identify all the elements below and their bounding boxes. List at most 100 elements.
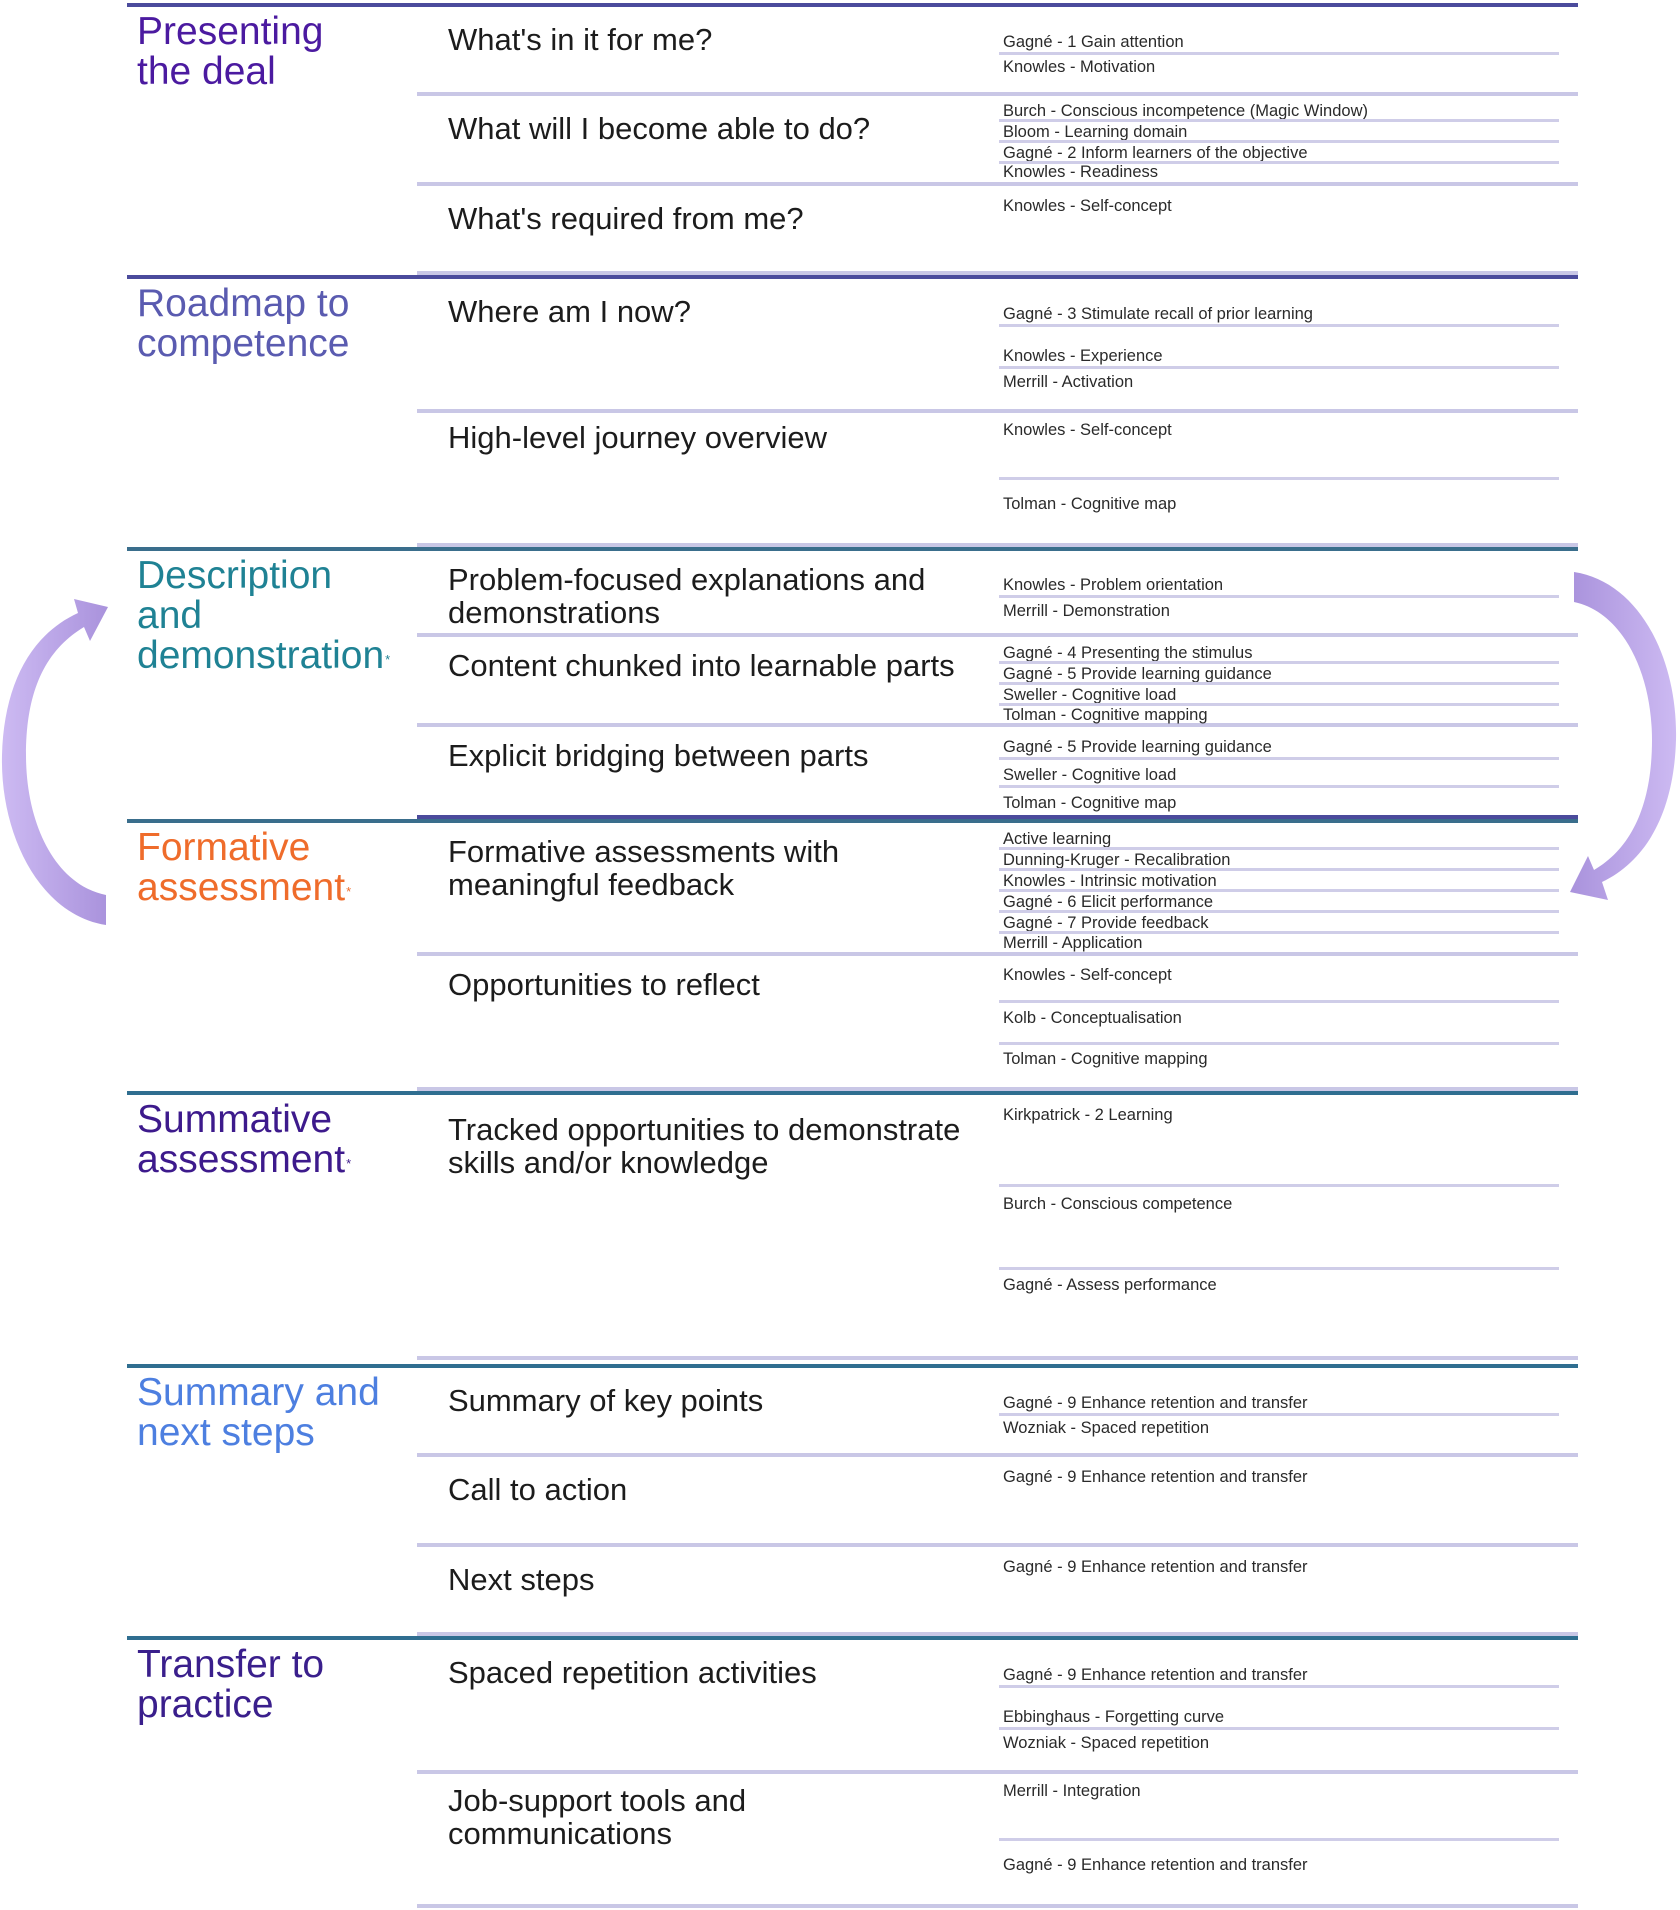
ref-row: Active learning bbox=[999, 825, 1559, 850]
ref-row: Tolman - Cognitive mapping bbox=[999, 706, 1559, 726]
ref-row: Gagné - 5 Provide learning guidance bbox=[999, 730, 1559, 760]
ref-row: Knowles - Self-concept bbox=[999, 189, 1559, 219]
ref-text: Dunning-Kruger - Recalibration bbox=[1003, 851, 1231, 869]
ref-row: Knowles - Intrinsic motivation bbox=[999, 871, 1559, 892]
item-divider bbox=[417, 1770, 1578, 1774]
item-label: Call to action bbox=[448, 1472, 628, 1507]
ref-row: Knowles - Motivation bbox=[999, 55, 1559, 93]
ref-divider bbox=[999, 1727, 1559, 1730]
ref-text: Merrill - Application bbox=[1003, 934, 1143, 952]
ref-text: Knowles - Readiness bbox=[1003, 163, 1158, 181]
ref-text: Burch - Conscious competence bbox=[1003, 1195, 1233, 1213]
ref-divider bbox=[999, 161, 1559, 164]
ref-text: Knowles - Intrinsic motivation bbox=[1003, 872, 1217, 890]
ref-row: Merrill - Integration bbox=[999, 1776, 1559, 1841]
ref-row: Merrill - Application bbox=[999, 934, 1559, 954]
ref-row: Tolman - Cognitive map bbox=[999, 480, 1559, 520]
ref-divider bbox=[999, 324, 1559, 327]
section-formative-assessment: Formative assessment* Formative assessme… bbox=[127, 819, 1578, 1091]
section-top-rule bbox=[127, 1091, 1578, 1095]
ref-divider bbox=[999, 595, 1559, 598]
item-opportunities-to-reflect: Opportunities to reflect bbox=[417, 956, 1578, 1091]
ref-row: Burch - Conscious competence bbox=[999, 1187, 1559, 1270]
ref-row: Wozniak - Spaced repetition bbox=[999, 1730, 1559, 1770]
ref-text: Knowles - Self-concept bbox=[1003, 197, 1172, 215]
ref-text: Kolb - Conceptualisation bbox=[1003, 1009, 1182, 1027]
ref-text: Wozniak - Spaced repetition bbox=[1003, 1419, 1210, 1437]
ref-row: Ebbinghaus - Forgetting curve bbox=[999, 1688, 1559, 1730]
item-formative-assessments-with-feedback: Formative assessments with meaningful fe… bbox=[417, 823, 1578, 956]
section-transfer-to-practice: Transfer to practice Spaced repetition a… bbox=[127, 1636, 1578, 1908]
ref-text: Gagné - Assess performance bbox=[1003, 1276, 1217, 1294]
item-divider bbox=[417, 543, 1578, 547]
item-divider bbox=[417, 409, 1578, 413]
ref-divider bbox=[999, 52, 1559, 55]
asterisk-marker: * bbox=[385, 652, 391, 667]
ref-text: Gagné - 5 Provide learning guidance bbox=[1003, 665, 1272, 683]
item-label: Spaced repetition activities bbox=[448, 1655, 817, 1690]
ref-row: Kirkpatrick - 2 Learning bbox=[999, 1095, 1559, 1187]
ref-row: Sweller - Cognitive load bbox=[999, 760, 1559, 788]
section-top-rule bbox=[127, 819, 1578, 823]
item-label: Where am I now? bbox=[448, 294, 691, 329]
section-top-rule bbox=[127, 3, 1578, 7]
ref-divider bbox=[999, 661, 1559, 664]
section-title: Summary and next steps bbox=[137, 1371, 380, 1454]
ref-row: Bloom - Learning domain bbox=[999, 122, 1559, 143]
ref-text: Knowles - Self-concept bbox=[1003, 966, 1172, 984]
item-label: What will I become able to do? bbox=[448, 111, 871, 146]
item-label: Formative assessments with meaningful fe… bbox=[448, 834, 840, 902]
ref-divider bbox=[999, 682, 1559, 685]
ref-row: Knowles - Self-concept bbox=[999, 959, 1559, 1003]
item-divider bbox=[417, 1632, 1578, 1636]
ref-row: Wozniak - Spaced repetition bbox=[999, 1416, 1559, 1454]
item-divider bbox=[417, 92, 1578, 96]
item-label: What's required from me? bbox=[448, 201, 804, 236]
item-label: What's in it for me? bbox=[448, 22, 713, 57]
section-title: Roadmap to competence bbox=[137, 282, 350, 365]
ref-text: Burch - Conscious incompetence (Magic Wi… bbox=[1003, 102, 1368, 120]
ref-text: Knowles - Self-concept bbox=[1003, 421, 1172, 439]
ref-divider bbox=[999, 889, 1559, 892]
item-what-will-i-become-able-to-do: What will I become able to do? bbox=[417, 96, 1578, 186]
section-presenting-the-deal: Presenting the deal What's in it for me?… bbox=[127, 3, 1578, 275]
ref-row: Gagné - 9 Enhance retention and transfer bbox=[999, 1550, 1559, 1580]
ref-text: Tolman - Cognitive mapping bbox=[1003, 706, 1208, 724]
ref-text: Gagné - 9 Enhance retention and transfer bbox=[1003, 1856, 1308, 1874]
ref-divider bbox=[999, 931, 1559, 934]
item-divider bbox=[417, 182, 1578, 186]
ref-text: Bloom - Learning domain bbox=[1003, 123, 1188, 141]
ref-divider bbox=[999, 140, 1559, 143]
ref-text: Gagné - 1 Gain attention bbox=[1003, 33, 1184, 51]
ref-text: Active learning bbox=[1003, 830, 1112, 848]
item-divider bbox=[417, 1356, 1578, 1360]
ref-divider bbox=[999, 1042, 1559, 1045]
item-divider bbox=[417, 1453, 1578, 1457]
ref-text: Gagné - 9 Enhance retention and transfer bbox=[1003, 1666, 1308, 1684]
item-label: Next steps bbox=[448, 1562, 595, 1597]
ref-text: Gagné - 5 Provide learning guidance bbox=[1003, 738, 1272, 756]
section-title: Summative assessment* bbox=[137, 1098, 352, 1181]
item-whats-in-it-for-me: What's in it for me? bbox=[417, 7, 1578, 96]
ref-row: Merrill - Demonstration bbox=[999, 598, 1559, 637]
ref-text: Ebbinghaus - Forgetting curve bbox=[1003, 1708, 1225, 1726]
ref-text: Knowles - Experience bbox=[1003, 347, 1163, 365]
item-next-steps: Next steps bbox=[417, 1547, 1578, 1636]
ref-row: Dunning-Kruger - Recalibration bbox=[999, 850, 1559, 871]
ref-divider bbox=[999, 1413, 1559, 1416]
item-label: Job-support tools and communications bbox=[448, 1783, 747, 1851]
ref-row: Sweller - Cognitive load bbox=[999, 685, 1559, 706]
section-title: Transfer to practice bbox=[137, 1643, 325, 1726]
section-title: Description and demonstration* bbox=[137, 554, 391, 677]
asterisk-marker: * bbox=[346, 1156, 352, 1171]
ref-text: Tolman - Cognitive map bbox=[1003, 495, 1177, 513]
cycle-arrow-right-icon bbox=[1570, 572, 1677, 900]
ref-row: Gagné - 9 Enhance retention and transfer bbox=[999, 1460, 1559, 1490]
ref-row: Gagné - 4 Presenting the stimulus bbox=[999, 641, 1559, 664]
section-top-rule bbox=[127, 1364, 1578, 1368]
ref-row: Knowles - Readiness bbox=[999, 164, 1559, 183]
ref-row: Gagné - 1 Gain attention bbox=[999, 7, 1559, 55]
ref-text: Sweller - Cognitive load bbox=[1003, 766, 1177, 784]
ref-row: Knowles - Problem orientation bbox=[999, 551, 1559, 598]
ref-text: Tolman - Cognitive map bbox=[1003, 794, 1177, 812]
